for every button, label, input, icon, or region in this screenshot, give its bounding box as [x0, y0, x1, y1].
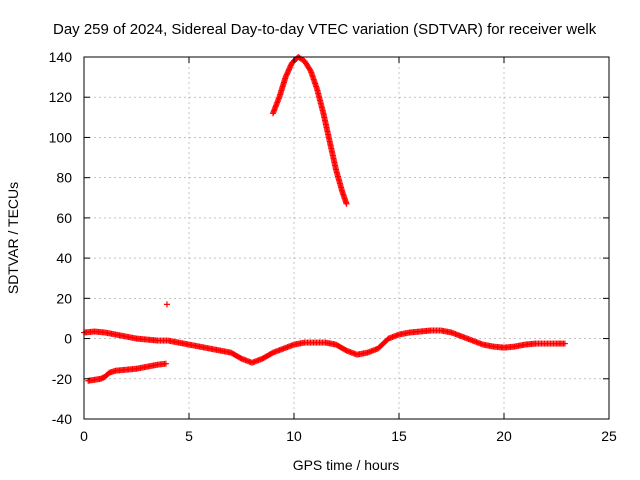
data-point: [561, 340, 568, 347]
y-tick-label: 140: [49, 49, 73, 65]
y-tick-label: 20: [56, 290, 72, 306]
x-tick-label: 10: [286, 428, 302, 444]
y-tick-label: 60: [56, 210, 72, 226]
chart-title: Day 259 of 2024, Sidereal Day-to-day VTE…: [53, 21, 597, 38]
x-tick-label: 20: [496, 428, 512, 444]
y-tick-label: 120: [49, 89, 73, 105]
data-point: [343, 200, 350, 207]
y-tick-label: -20: [52, 371, 72, 387]
y-axis-label: SDTVAR / TECUs: [5, 182, 21, 294]
x-tick-label: 15: [391, 428, 407, 444]
x-tick-label: 25: [601, 428, 617, 444]
series-layer: [81, 54, 568, 384]
y-tick-label: -40: [52, 411, 72, 427]
data-point: [163, 301, 170, 308]
x-tick-label: 5: [185, 428, 193, 444]
y-tick-label: 80: [56, 170, 72, 186]
y-tick-label: 40: [56, 250, 72, 266]
y-tick-label: 0: [64, 331, 72, 347]
y-tick-label: 100: [49, 129, 73, 145]
data-point: [162, 360, 169, 367]
grid: [84, 57, 609, 419]
x-tick-label: 0: [80, 428, 88, 444]
ticks: 0 5 10 15 20 25 -40 -20 0 20 40 60 80 100 120 140: [49, 49, 617, 444]
plot-frame: [83, 56, 610, 420]
data-point: [307, 66, 314, 73]
x-axis-label: GPS time / hours: [293, 457, 400, 473]
